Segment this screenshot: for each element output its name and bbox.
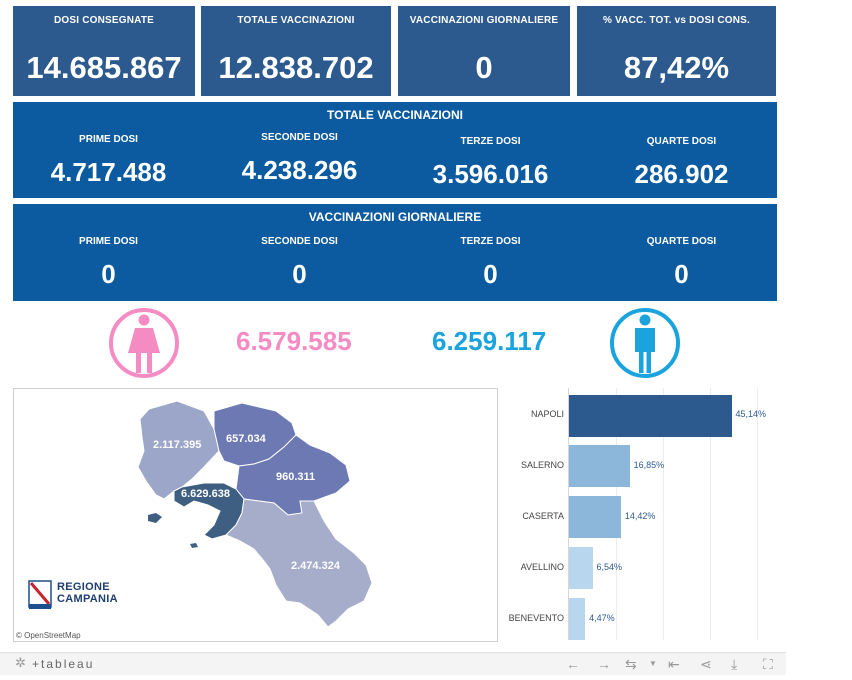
bar-value-label: 4,47% — [589, 613, 615, 623]
label-benevento: 657.034 — [226, 433, 266, 445]
kpi-label: TOTALE VACCINAZIONI — [237, 15, 355, 26]
province-bar-chart: NAPOLI SALERNO CASERTA AVELLINO BENEVENT… — [506, 388, 776, 640]
col-value: 4.238.296 — [241, 155, 358, 185]
kpi-label: DOSI CONSEGNATE — [53, 15, 155, 26]
gridline — [663, 388, 664, 640]
kpi-value: 0 — [475, 50, 493, 85]
label-salerno: 2.474.324 — [291, 560, 340, 572]
kpi-dosi-consegnate: DOSI CONSEGNATE 14.685.867 — [13, 6, 195, 96]
kpi-totale-vaccinazioni: TOTALE VACCINAZIONI 12.838.702 — [201, 6, 391, 96]
panel-title: TOTALE VACCINAZIONI — [327, 108, 463, 122]
gridline — [710, 388, 711, 640]
prime-dosi-col: PRIME DOSI 4.717.488 — [13, 134, 204, 188]
bar-value-label: 6,54% — [596, 562, 623, 572]
bar-category-label: NAPOLI — [530, 409, 564, 419]
kpi-value: 87,42% — [623, 50, 730, 85]
male-icon — [610, 308, 680, 378]
regione-campania-logo: REGIONE CAMPANIA — [28, 580, 128, 610]
col-label: SECONDE DOSI — [261, 132, 338, 143]
tableau-toolbar: ✲ +tableau ← → ⇆ ▼ ⇤ ⋖ ⤓ ⛶ — [0, 652, 786, 675]
label-caserta: 2.117.395 — [153, 439, 202, 451]
panel-title: VACCINAZIONI GIORNALIERE — [308, 210, 482, 224]
kpi-value: 12.838.702 — [218, 50, 374, 85]
bar[interactable] — [569, 395, 732, 437]
col-label: PRIME DOSI — [79, 134, 138, 145]
female-count: 6.579.585 — [236, 326, 352, 356]
kpi-percentuale: % VACC. TOT. vs DOSI CONS. 87,42% — [577, 6, 776, 96]
island-capri — [190, 543, 198, 548]
share-icon[interactable]: ⋖ — [700, 656, 712, 672]
seconde-dosi-col: SECONDE DOSI 4.238.296 — [204, 132, 395, 186]
bar[interactable] — [569, 547, 593, 589]
tableau-brand[interactable]: +tableau — [32, 657, 95, 671]
revert-dropdown-icon[interactable]: ▼ — [649, 659, 657, 668]
kpi-label: % VACC. TOT. vs DOSI CONS. — [602, 15, 751, 26]
bar-value-label: 45,14% — [735, 409, 767, 419]
col-label: QUARTE DOSI — [646, 236, 717, 247]
col-label: PRIME DOSI — [79, 236, 138, 247]
bar-value-label: 16,85% — [633, 460, 665, 470]
terze-dosi-col: TERZE DOSI 3.596.016 — [395, 136, 586, 190]
logo-line-1: REGIONE — [57, 581, 110, 593]
island-ischia — [148, 513, 162, 523]
bar-category-label: SALERNO — [520, 460, 564, 470]
col-value: 3.596.016 — [432, 159, 549, 189]
kpi-vaccinazioni-giornaliere: VACCINAZIONI GIORNALIERE 0 — [398, 6, 570, 96]
col-value: 4.717.488 — [50, 157, 167, 187]
regione-crest-icon — [28, 580, 52, 609]
province-napoli[interactable] — [173, 482, 245, 540]
male-count: 6.259.117 — [432, 326, 547, 356]
logo-line-2: CAMPANIA — [57, 593, 118, 605]
col-value: 0 — [101, 259, 116, 289]
quarte-dosi-col: QUARTE DOSI 0 — [586, 236, 777, 290]
fullscreen-icon[interactable]: ⛶ — [763, 656, 773, 672]
bar-category-label: AVELLINO — [520, 562, 564, 572]
download-icon[interactable]: ⤓ — [731, 656, 738, 672]
col-value: 286.902 — [634, 159, 729, 189]
female-icon — [109, 308, 179, 378]
col-value: 0 — [483, 259, 498, 289]
prime-dosi-col: PRIME DOSI 0 — [13, 236, 204, 290]
bar[interactable] — [569, 598, 586, 640]
totale-vaccinazioni-panel: TOTALE VACCINAZIONI PRIME DOSI 4.717.488… — [13, 102, 777, 198]
campania-map[interactable]: 2.117.395 657.034 960.311 6.629.638 2.47… — [13, 388, 498, 642]
undo-icon[interactable]: ← — [566, 656, 580, 672]
bar[interactable] — [569, 445, 630, 487]
bar-category-label: CASERTA — [522, 511, 564, 521]
kpi-value: 14.685.867 — [26, 50, 182, 85]
bar-value-label: 14,42% — [624, 511, 656, 521]
vaccinazioni-giornaliere-panel: VACCINAZIONI GIORNALIERE PRIME DOSI 0 SE… — [13, 204, 777, 301]
bar[interactable] — [569, 496, 621, 538]
bar-category-label: BENEVENTO — [508, 613, 564, 623]
reset-icon[interactable]: ⇤ — [668, 656, 680, 672]
revert-icon[interactable]: ⇆ — [625, 656, 637, 672]
province-salerno[interactable] — [225, 498, 373, 628]
col-label: QUARTE DOSI — [646, 136, 717, 147]
seconde-dosi-col: SECONDE DOSI 0 — [204, 236, 395, 290]
map-attribution[interactable]: © OpenStreetMap — [16, 631, 81, 640]
bar-axis-line — [568, 388, 569, 640]
col-label: TERZE DOSI — [460, 136, 521, 147]
terze-dosi-col: TERZE DOSI 0 — [395, 236, 586, 290]
col-value: 0 — [292, 259, 307, 289]
redo-icon[interactable]: → — [597, 656, 611, 672]
col-value: 0 — [674, 259, 689, 289]
label-napoli: 6.629.638 — [181, 488, 230, 500]
tableau-logo-icon[interactable]: ✲ — [15, 655, 26, 670]
quarte-dosi-col: QUARTE DOSI 286.902 — [586, 136, 777, 190]
kpi-label: VACCINAZIONI GIORNALIERE — [409, 15, 559, 26]
col-label: SECONDE DOSI — [261, 236, 338, 247]
provinces-svg — [137, 400, 373, 628]
gridline — [757, 388, 758, 640]
col-label: TERZE DOSI — [460, 236, 521, 247]
label-avellino: 960.311 — [276, 471, 316, 483]
